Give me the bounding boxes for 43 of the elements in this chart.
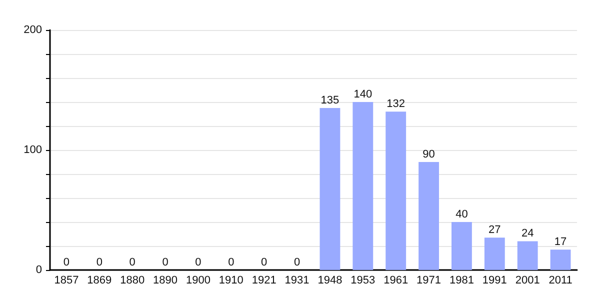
- data-label: 24: [521, 228, 534, 240]
- bar: [386, 112, 406, 270]
- bar: [352, 102, 374, 270]
- x-tick-label: 1981: [449, 274, 474, 286]
- x-tick-label: 2001: [515, 274, 540, 286]
- data-label: 0: [228, 256, 234, 268]
- data-label: 0: [294, 256, 300, 268]
- bar: [320, 108, 340, 270]
- x-tick-label: 1857: [54, 274, 79, 286]
- data-label: 90: [422, 148, 435, 160]
- data-label: 40: [456, 208, 468, 220]
- data-label: 27: [488, 224, 501, 236]
- x-tick-label: 1931: [284, 274, 310, 286]
- data-label: 0: [162, 256, 168, 268]
- bar: [550, 250, 571, 270]
- x-tick-label: 1900: [186, 274, 210, 286]
- x-tick-label: 1971: [416, 274, 442, 286]
- x-tick-label: 1869: [87, 274, 112, 286]
- bar: [517, 241, 538, 270]
- data-label: 135: [320, 94, 340, 106]
- x-tick-label: 1948: [318, 274, 342, 286]
- bar: [484, 238, 505, 270]
- x-tick-label: 1991: [482, 274, 507, 286]
- data-label: 0: [129, 256, 136, 268]
- data-label: 17: [554, 236, 567, 248]
- y-tick-label: 200: [24, 24, 42, 36]
- x-tick-label: 1880: [120, 274, 145, 286]
- data-label: 140: [354, 88, 372, 100]
- x-tick-label: 2011: [548, 274, 572, 286]
- y-tick-label: 0: [36, 264, 42, 276]
- x-tick-label: 1921: [252, 274, 276, 286]
- data-label: 0: [195, 256, 202, 268]
- data-label: 132: [386, 98, 406, 110]
- x-tick-label: 1890: [153, 274, 178, 286]
- x-tick-label: 1953: [350, 274, 376, 286]
- data-label: 0: [63, 256, 70, 268]
- bar: [452, 222, 472, 270]
- y-tick-label: 100: [24, 144, 42, 156]
- data-label: 0: [261, 256, 268, 268]
- x-tick-label: 1910: [218, 274, 244, 286]
- bar: [418, 162, 439, 270]
- data-label: 0: [96, 256, 102, 268]
- x-tick-label: 1961: [384, 274, 408, 286]
